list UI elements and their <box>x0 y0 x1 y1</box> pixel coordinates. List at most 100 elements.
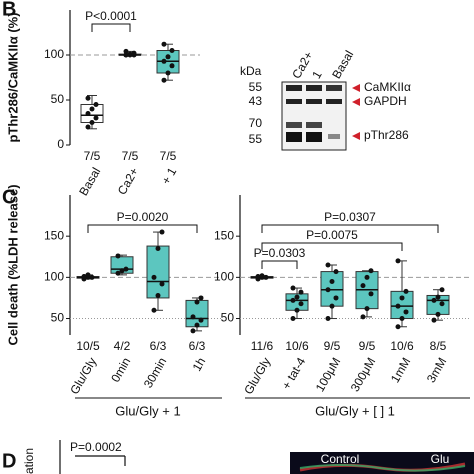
data-point <box>435 294 441 300</box>
data-point <box>290 285 296 291</box>
x-tick-label: 30min <box>141 355 169 390</box>
data-point <box>399 316 405 322</box>
count-label: 10/6 <box>390 339 414 353</box>
count-label: 10/5 <box>76 339 100 353</box>
count-label: 4/2 <box>114 339 131 353</box>
data-point <box>298 301 304 307</box>
y-tick-label: 150 <box>44 228 64 242</box>
data-point <box>127 51 133 57</box>
data-point <box>431 317 437 323</box>
lane-label: 1 <box>309 68 325 81</box>
annotation: P<0.0001 <box>85 9 137 23</box>
data-point <box>123 48 129 54</box>
count-label: 9/5 <box>359 339 376 353</box>
data-point <box>290 316 296 322</box>
annotation: P=0.0303 <box>254 246 306 260</box>
data-point <box>169 63 175 69</box>
data-point <box>93 115 99 121</box>
data-point <box>255 274 261 280</box>
data-point <box>399 295 405 301</box>
y-label: ation <box>22 448 36 474</box>
y-tick-label: 150 <box>214 228 234 242</box>
bracket <box>261 224 439 233</box>
data-point <box>198 317 204 323</box>
data-point <box>85 111 91 116</box>
x-tick-label: Glu/Gly <box>67 355 99 397</box>
x-tick-label: 300μM <box>348 355 379 394</box>
x-label: Glu/Gly + 1 <box>115 403 180 418</box>
data-point <box>155 292 161 298</box>
data-point <box>93 102 99 107</box>
box <box>390 290 414 320</box>
data-point <box>439 287 445 293</box>
data-point <box>194 322 200 328</box>
annotation: P=0.0020 <box>117 210 169 224</box>
data-point <box>298 289 304 295</box>
data-point <box>325 316 331 322</box>
data-point <box>155 246 161 252</box>
bracket <box>75 455 126 466</box>
data-point <box>198 295 204 301</box>
data-point <box>123 266 129 272</box>
x-tick-label: Basal <box>76 165 103 198</box>
x-tick-label: 3mM <box>424 355 449 385</box>
data-point <box>151 307 157 313</box>
blot-unit: kDa <box>240 64 262 78</box>
x-tick-label: Ca2+ <box>115 165 142 197</box>
y-tick-label: 0 <box>57 137 64 151</box>
data-point <box>159 229 165 235</box>
image-label: Control <box>321 452 360 466</box>
annotation: P=0.0002 <box>70 440 122 454</box>
y-label: pThr286/CaMKIIα (%) <box>5 12 20 142</box>
x-tick-label: + tat-4 <box>279 355 308 392</box>
count-label: 6/3 <box>150 339 167 353</box>
data-point <box>368 291 374 297</box>
data-point <box>161 77 167 83</box>
image-label: Glu <box>431 452 450 466</box>
marker: 55 <box>249 132 263 146</box>
count-label: 7/5 <box>122 149 139 163</box>
count-label: 10/6 <box>285 339 309 353</box>
marker: 55 <box>249 80 263 94</box>
data-point <box>294 307 300 313</box>
data-point <box>259 273 265 279</box>
panel-letter: C <box>2 186 16 208</box>
x-tick-label: + 1 <box>159 165 180 187</box>
data-point <box>89 120 95 125</box>
data-point <box>159 281 165 287</box>
count-label: 7/5 <box>84 149 101 163</box>
x-tick-label: Glu/Gly <box>241 355 273 397</box>
data-point <box>431 297 437 303</box>
data-point <box>360 283 366 289</box>
data-point <box>161 58 167 64</box>
count-label: 6/3 <box>189 339 206 353</box>
y-label: Cell death (%LDH release) <box>5 184 20 345</box>
data-point <box>89 274 95 280</box>
bracket <box>87 224 198 233</box>
data-point <box>333 269 339 275</box>
x-label: Glu/Gly + [ ] 1 <box>315 403 395 418</box>
band-label: CaMKIIα <box>364 80 411 94</box>
box <box>320 271 344 307</box>
data-point <box>123 52 129 58</box>
data-point <box>169 48 175 53</box>
data-point <box>165 54 171 60</box>
data-point <box>325 287 331 293</box>
western-blot: kDa 55 43 70 55 Ca2+ 1 Basal CaMKIIα GAP… <box>240 48 411 151</box>
y-tick-label: 50 <box>51 311 65 325</box>
data-point <box>403 309 409 315</box>
x-tick-label: 1h <box>190 355 209 374</box>
bracket <box>91 23 131 32</box>
data-point <box>329 303 335 309</box>
marker: 43 <box>249 94 263 108</box>
data-point <box>364 306 370 312</box>
data-point <box>131 50 137 56</box>
data-point <box>190 328 196 334</box>
data-point <box>81 274 87 280</box>
data-point <box>161 41 167 47</box>
bracket <box>261 242 403 251</box>
data-point <box>165 70 171 76</box>
data-point <box>115 270 121 276</box>
x-tick-label: 1mM <box>388 355 413 385</box>
y-tick-label: 100 <box>214 270 234 284</box>
